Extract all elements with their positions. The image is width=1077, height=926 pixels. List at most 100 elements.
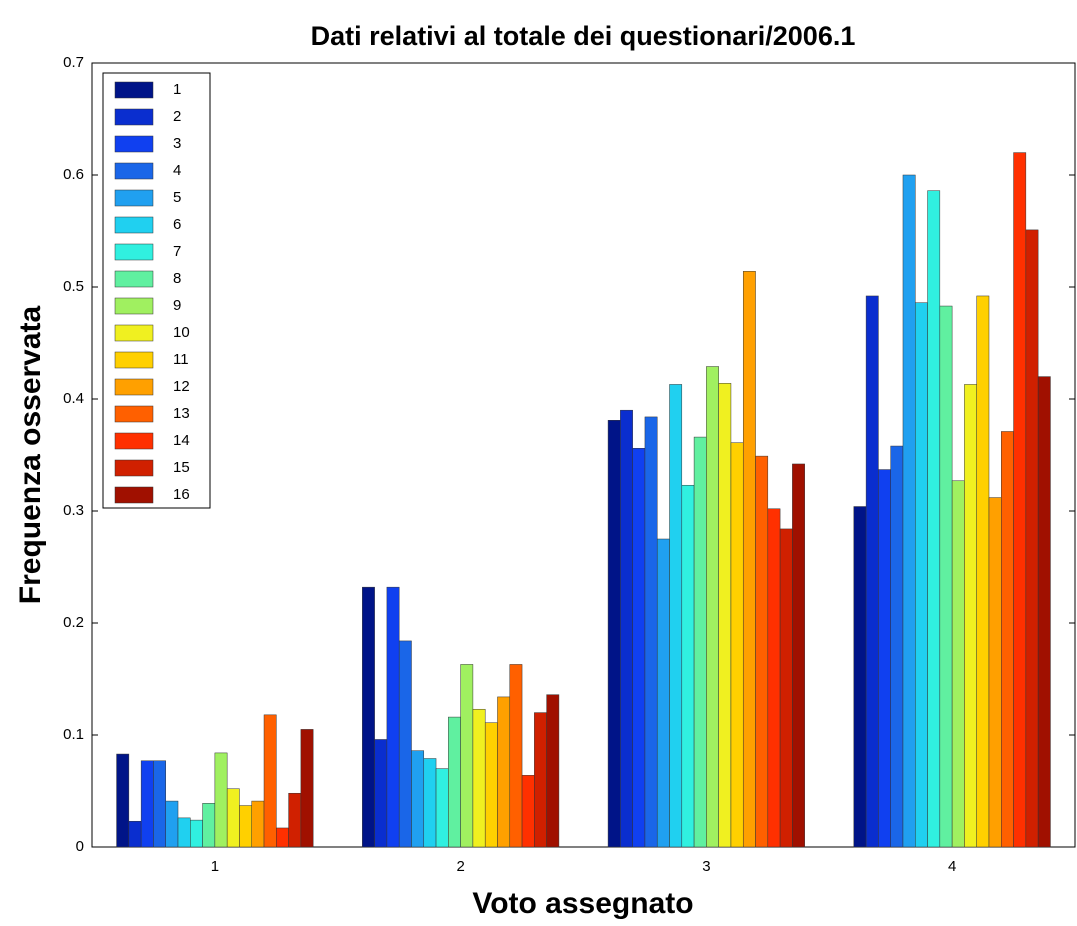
bar bbox=[190, 819, 203, 848]
bar bbox=[1037, 376, 1051, 848]
legend-swatch bbox=[114, 81, 154, 99]
legend-label: 8 bbox=[173, 270, 181, 287]
x-tick-label: 4 bbox=[948, 858, 956, 875]
bar bbox=[497, 696, 511, 848]
bar bbox=[435, 768, 449, 848]
bar bbox=[1001, 431, 1014, 848]
legend-label: 4 bbox=[173, 162, 181, 179]
legend-swatch bbox=[114, 243, 154, 261]
legend-label: 7 bbox=[173, 243, 181, 260]
bar bbox=[742, 271, 756, 848]
bar bbox=[681, 484, 695, 848]
y-tick-label: 0.7 bbox=[63, 54, 84, 71]
bar bbox=[239, 805, 252, 848]
bar bbox=[153, 760, 166, 848]
legend-swatch bbox=[114, 108, 154, 126]
legend-label: 9 bbox=[173, 297, 181, 314]
legend-swatch bbox=[114, 432, 154, 450]
legend-label: 16 bbox=[173, 486, 190, 503]
bar bbox=[1013, 152, 1027, 848]
bar bbox=[865, 295, 879, 848]
plot-frame bbox=[91, 62, 1076, 848]
bar bbox=[669, 384, 683, 848]
bar bbox=[988, 497, 1002, 848]
bar bbox=[484, 722, 498, 848]
y-tick-label: 0.3 bbox=[63, 502, 84, 519]
bar bbox=[214, 752, 228, 848]
legend-label: 11 bbox=[173, 351, 189, 368]
bar bbox=[534, 712, 547, 848]
bar bbox=[263, 714, 277, 848]
legend-swatch bbox=[114, 459, 154, 477]
bar bbox=[706, 366, 719, 848]
bar bbox=[779, 528, 793, 848]
bar bbox=[693, 436, 707, 848]
bar bbox=[939, 305, 953, 848]
legend-swatch bbox=[114, 486, 154, 504]
bar bbox=[276, 827, 289, 848]
legend-swatch bbox=[114, 324, 154, 342]
bar bbox=[202, 803, 216, 848]
bar bbox=[1025, 229, 1039, 848]
y-tick-label: 0.2 bbox=[63, 614, 84, 631]
bar bbox=[288, 792, 302, 848]
bar bbox=[177, 817, 191, 848]
legend-label: 3 bbox=[173, 135, 181, 152]
legend-label: 1 bbox=[173, 81, 181, 98]
bar bbox=[730, 442, 744, 848]
x-tick-label: 3 bbox=[702, 858, 710, 875]
bar bbox=[902, 174, 916, 848]
bar bbox=[767, 508, 781, 848]
legend-label: 12 bbox=[173, 378, 190, 395]
bar bbox=[644, 416, 658, 848]
x-tick-label: 2 bbox=[456, 858, 464, 875]
bar bbox=[411, 750, 425, 848]
bar bbox=[460, 664, 474, 848]
bar bbox=[398, 640, 412, 848]
bar bbox=[755, 455, 769, 848]
legend-swatch bbox=[114, 189, 154, 207]
y-axis-label: Frequenza osservata bbox=[14, 305, 47, 604]
bar bbox=[521, 775, 535, 848]
bar bbox=[116, 753, 130, 848]
legend-label: 15 bbox=[173, 459, 190, 476]
legend-swatch bbox=[114, 405, 154, 423]
bar bbox=[878, 469, 891, 848]
bar bbox=[927, 190, 941, 848]
chart-title: Dati relativi al totale dei questionari/… bbox=[311, 21, 856, 51]
bar bbox=[251, 800, 265, 848]
bar bbox=[890, 445, 904, 848]
bar bbox=[951, 480, 965, 848]
bar bbox=[620, 409, 633, 848]
legend-label: 13 bbox=[173, 405, 190, 422]
bar bbox=[509, 664, 523, 848]
bar bbox=[374, 739, 388, 848]
bar bbox=[546, 694, 560, 848]
bar bbox=[226, 788, 240, 848]
bar bbox=[165, 800, 179, 848]
legend-label: 14 bbox=[173, 432, 190, 449]
x-axis-label: Voto assegnato bbox=[472, 887, 693, 920]
legend-label: 10 bbox=[173, 324, 190, 341]
bar bbox=[128, 820, 142, 848]
y-tick-label: 0.6 bbox=[63, 166, 84, 183]
x-tick-label: 1 bbox=[211, 858, 219, 875]
legend-swatch bbox=[114, 216, 154, 234]
bar bbox=[362, 586, 375, 848]
bar bbox=[300, 729, 314, 848]
bar bbox=[964, 384, 977, 848]
legend-label: 6 bbox=[173, 216, 181, 233]
legend-swatch bbox=[114, 135, 154, 153]
bar bbox=[976, 295, 990, 848]
y-tick-label: 0.1 bbox=[63, 726, 84, 743]
bar bbox=[792, 463, 805, 848]
legend-swatch bbox=[114, 297, 154, 315]
y-tick-label: 0.5 bbox=[63, 278, 84, 295]
bar bbox=[915, 302, 928, 848]
bar bbox=[386, 586, 400, 848]
legend-swatch bbox=[114, 162, 154, 180]
legend-label: 2 bbox=[173, 108, 181, 125]
bar bbox=[448, 716, 461, 848]
